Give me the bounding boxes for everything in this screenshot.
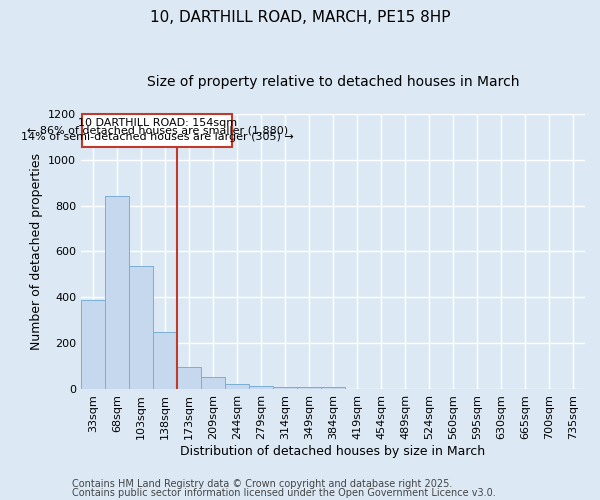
Text: 10, DARTHILL ROAD, MARCH, PE15 8HP: 10, DARTHILL ROAD, MARCH, PE15 8HP bbox=[150, 10, 450, 25]
Text: Contains HM Land Registry data © Crown copyright and database right 2025.: Contains HM Land Registry data © Crown c… bbox=[72, 479, 452, 489]
FancyBboxPatch shape bbox=[82, 114, 232, 147]
Bar bbox=[321, 386, 345, 389]
Bar bbox=[225, 384, 249, 389]
Text: 10 DARTHILL ROAD: 154sqm: 10 DARTHILL ROAD: 154sqm bbox=[77, 118, 237, 128]
X-axis label: Distribution of detached houses by size in March: Distribution of detached houses by size … bbox=[181, 444, 485, 458]
Bar bbox=[129, 266, 153, 389]
Bar bbox=[297, 387, 321, 389]
Bar bbox=[81, 300, 105, 389]
Bar bbox=[177, 367, 201, 389]
Title: Size of property relative to detached houses in March: Size of property relative to detached ho… bbox=[147, 75, 519, 89]
Bar bbox=[201, 378, 225, 389]
Bar bbox=[105, 196, 129, 389]
Bar bbox=[153, 332, 177, 389]
Text: ← 86% of detached houses are smaller (1,880): ← 86% of detached houses are smaller (1,… bbox=[26, 125, 288, 135]
Y-axis label: Number of detached properties: Number of detached properties bbox=[29, 153, 43, 350]
Bar bbox=[249, 386, 273, 389]
Text: Contains public sector information licensed under the Open Government Licence v3: Contains public sector information licen… bbox=[72, 488, 496, 498]
Text: 14% of semi-detached houses are larger (305) →: 14% of semi-detached houses are larger (… bbox=[21, 132, 293, 142]
Bar bbox=[273, 386, 297, 389]
